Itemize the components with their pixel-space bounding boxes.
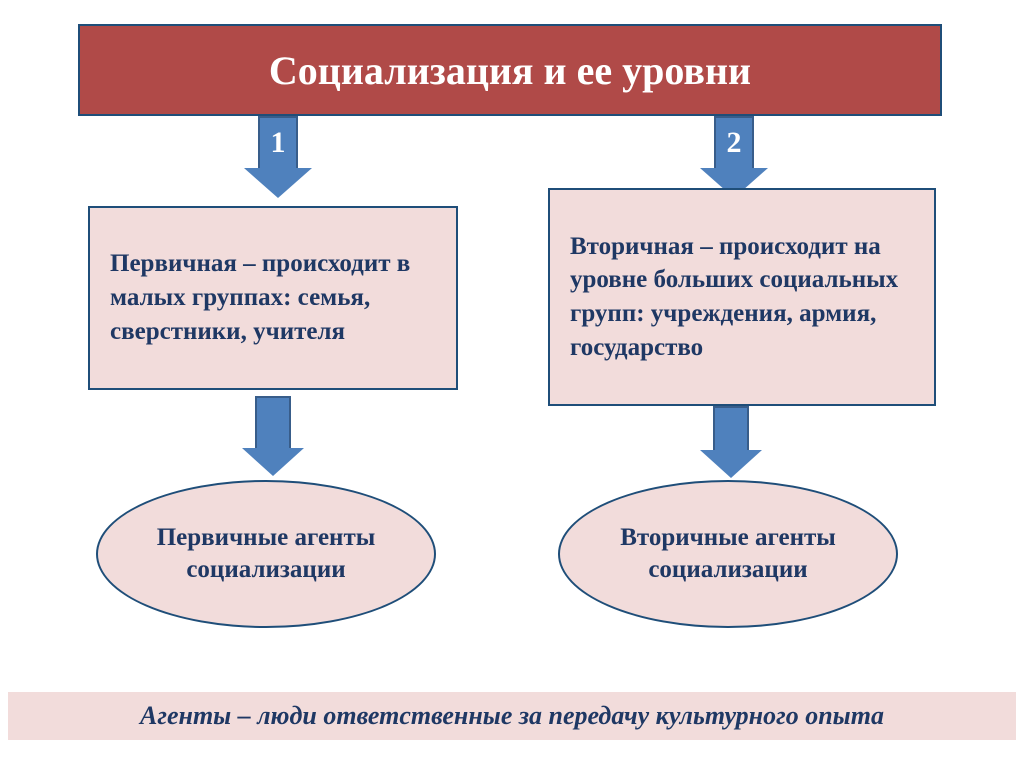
primary-ellipse: Первичные агенты социализации bbox=[96, 480, 436, 628]
arrow-1b-head bbox=[242, 448, 304, 476]
title-text: Социализация и ее уровни bbox=[269, 47, 751, 94]
footer-note: Агенты – люди ответственные за передачу … bbox=[8, 692, 1016, 740]
arrow-1-bottom bbox=[242, 396, 304, 476]
arrow-2-bottom bbox=[700, 406, 762, 478]
primary-box: Первичная – происходит в малых группах: … bbox=[88, 206, 458, 390]
arrow-2-top: 2 bbox=[700, 116, 768, 198]
arrow-1-head bbox=[244, 168, 312, 198]
secondary-box: Вторичная – происходит на уровне больших… bbox=[548, 188, 936, 406]
arrow-1-top: 1 bbox=[244, 116, 312, 198]
arrow-1-shaft: 1 bbox=[258, 116, 298, 168]
secondary-ellipse-text: Вторичные агенты социализации bbox=[560, 522, 896, 587]
arrow-1b-shaft bbox=[255, 396, 291, 448]
primary-box-text: Первичная – происходит в малых группах: … bbox=[110, 247, 436, 348]
arrow-2b-shaft bbox=[713, 406, 749, 450]
arrow-2-shaft: 2 bbox=[714, 116, 754, 168]
arrow-2-label: 2 bbox=[727, 126, 742, 160]
arrow-2b-head bbox=[700, 450, 762, 478]
arrow-1-label: 1 bbox=[271, 126, 286, 160]
secondary-box-text: Вторичная – происходит на уровне больших… bbox=[570, 230, 914, 365]
secondary-ellipse: Вторичные агенты социализации bbox=[558, 480, 898, 628]
footer-text: Агенты – люди ответственные за передачу … bbox=[140, 701, 884, 731]
primary-ellipse-text: Первичные агенты социализации bbox=[98, 522, 434, 587]
diagram-title: Социализация и ее уровни bbox=[78, 24, 942, 116]
